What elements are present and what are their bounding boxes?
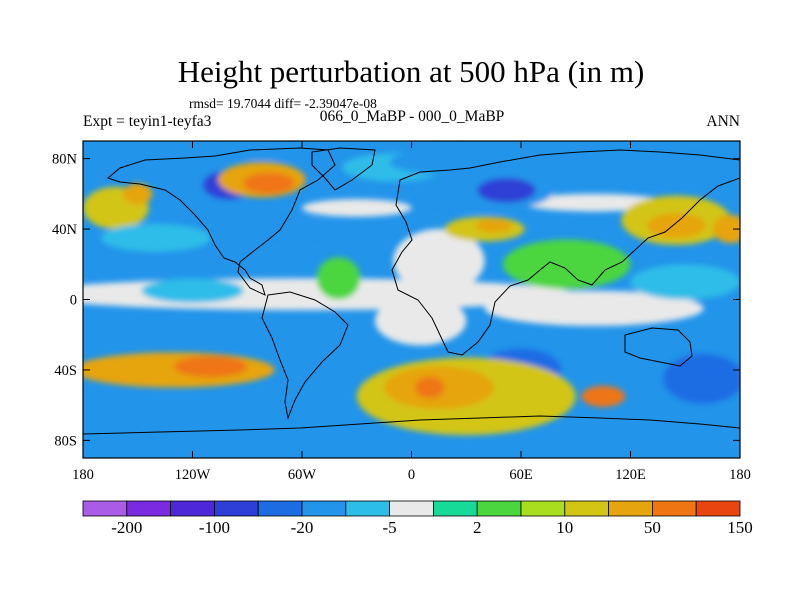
antarctica-outline xyxy=(83,415,740,435)
y-tick-label: 40N xyxy=(52,222,78,238)
field-blob xyxy=(101,223,211,252)
stats-label: rmsd= 19.7044 diff= -2.39047e-08 xyxy=(189,96,377,111)
field-blob xyxy=(530,153,740,178)
x-tick-label: 60W xyxy=(288,467,317,483)
y-axis: 80N 40N 0 40S 80S xyxy=(52,152,740,449)
colorbar-label: -5 xyxy=(383,518,397,537)
field-contours xyxy=(83,141,740,436)
field-neutral-blob xyxy=(375,295,467,346)
eurasia-africa-outline xyxy=(391,149,740,356)
y-tick-label: 40S xyxy=(54,363,77,379)
colorbar-swatch xyxy=(257,500,303,517)
colorbar-swatch xyxy=(389,500,434,517)
map-field xyxy=(83,141,740,458)
colorbar-swatch xyxy=(695,500,741,517)
colorbar-swatch xyxy=(564,500,609,517)
colorbar-swatch xyxy=(301,500,347,517)
colorbar: -200 -100 -20 -5 2 10 50 150 xyxy=(82,500,753,537)
y-tick-label: 80N xyxy=(52,152,78,168)
colorbar-swatch xyxy=(608,500,653,517)
field-blob xyxy=(475,218,512,233)
greenland-outline xyxy=(311,147,376,191)
colorbar-swatch xyxy=(520,500,566,517)
colorbar-swatch xyxy=(652,500,697,517)
field-neutral-blob xyxy=(484,290,704,326)
field-blob xyxy=(477,177,536,203)
colorbar-label: 10 xyxy=(556,518,573,537)
continent-outlines xyxy=(83,147,740,435)
colorbar-swatch xyxy=(476,500,522,517)
field-blob xyxy=(174,355,248,377)
field-blob xyxy=(219,141,330,159)
colorbar-label: 150 xyxy=(727,518,753,537)
north-america-outline xyxy=(106,147,336,296)
field-blob xyxy=(269,218,328,240)
colorbar-swatch xyxy=(126,500,172,517)
colorbar-swatch xyxy=(82,500,128,517)
field-neutral-blob xyxy=(302,199,412,217)
y-tick-label: 80S xyxy=(54,433,77,449)
field-blob xyxy=(646,213,706,238)
chart-title: Height perturbation at 500 hPa (in m) xyxy=(178,54,645,89)
colorbar-label: -20 xyxy=(291,518,314,537)
field-neutral-blob xyxy=(393,229,485,293)
colorbar-label: 2 xyxy=(473,518,482,537)
field-blob xyxy=(415,376,445,399)
colorbar-label: 50 xyxy=(644,518,661,537)
season-label: ANN xyxy=(706,113,740,130)
field-blob xyxy=(243,172,295,194)
colorbar-swatch xyxy=(345,500,390,517)
field-blob xyxy=(389,149,507,175)
field-blob xyxy=(123,183,153,205)
y-tick-label: 0 xyxy=(70,293,77,309)
x-tick-label: 180 xyxy=(729,467,751,483)
x-tick-label: 120E xyxy=(615,467,646,483)
colorbar-swatch xyxy=(213,500,259,517)
field-blob xyxy=(630,264,740,300)
colorbar-label: -200 xyxy=(111,518,142,537)
colorbar-label: -100 xyxy=(199,518,230,537)
field-blob xyxy=(663,354,740,404)
x-tick-label: 60E xyxy=(509,467,533,483)
colorbar-swatch xyxy=(432,500,478,517)
field-blob xyxy=(712,214,740,244)
x-tick-label: 120W xyxy=(175,467,211,483)
x-tick-label: 0 xyxy=(408,467,415,483)
difference-label: 066_0_MaBP - 000_0_MaBP xyxy=(320,108,505,125)
x-tick-label: 180 xyxy=(72,467,94,483)
field-blob xyxy=(502,239,631,289)
field-blob xyxy=(141,278,244,304)
colorbar-swatch xyxy=(170,500,215,517)
field-blob xyxy=(581,385,626,407)
australia-outline xyxy=(624,327,693,367)
south-america-outline xyxy=(261,291,349,420)
field-blob xyxy=(316,257,361,300)
x-axis: 180 120W 60W 0 60E 120E 180 xyxy=(72,141,751,483)
experiment-label: Expt = teyin1-teyfa3 xyxy=(83,113,212,130)
